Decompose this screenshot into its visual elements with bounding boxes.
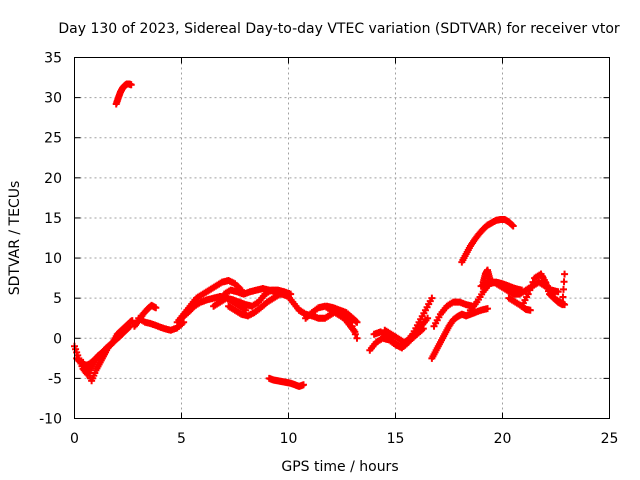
data-point: [554, 288, 562, 296]
data-point-interp: [526, 286, 534, 294]
y-axis-label: SDTVAR / TECUs: [7, 181, 23, 296]
series-arc-18: [381, 325, 427, 346]
data-point: [486, 274, 494, 282]
grid: [74, 57, 610, 419]
series-arc-21: [458, 216, 517, 266]
y-tick-label: 30: [44, 91, 62, 107]
series-arc-3: [79, 317, 136, 385]
y-tick-label: 15: [44, 211, 62, 227]
data-point: [424, 314, 432, 322]
data-point: [128, 317, 136, 325]
plot-frame: [74, 57, 610, 419]
series-arc-20: [430, 298, 477, 330]
data-point: [299, 381, 307, 389]
series-arc-15: [323, 302, 361, 326]
data-point: [419, 325, 427, 333]
data-point: [353, 334, 361, 342]
data-point: [351, 328, 359, 336]
y-tick-label: 5: [53, 291, 62, 307]
x-tick-label: 0: [70, 431, 79, 447]
data-point: [558, 301, 566, 309]
y-tick-label: 10: [44, 251, 62, 267]
data-point: [509, 222, 517, 230]
series-arc-19: [428, 305, 492, 362]
x-ticks: 0 5 10 15 20 25: [70, 57, 619, 447]
data-point: [484, 305, 492, 313]
y-tick-label: -5: [48, 371, 62, 387]
series-arc-8: [178, 293, 250, 322]
x-tick-label: 20: [494, 431, 512, 447]
y-tick-label: 25: [44, 131, 62, 147]
x-tick-label: 15: [387, 431, 405, 447]
data-point: [524, 290, 532, 298]
data-point: [127, 81, 135, 89]
data-point: [428, 294, 436, 302]
data-point-interp: [560, 278, 568, 286]
x-tick-label: 10: [280, 431, 298, 447]
y-tick-label: 0: [53, 331, 62, 347]
x-axis-label: GPS time / hours: [281, 459, 398, 475]
x-tick-label: 5: [177, 431, 186, 447]
data-point-interp: [527, 282, 535, 290]
data-points: [71, 80, 569, 390]
data-point-interp: [559, 293, 567, 301]
series-arc-12: [265, 374, 307, 390]
y-tick-label: 35: [44, 51, 62, 67]
data-point: [152, 304, 160, 312]
series-arc-27: [537, 270, 569, 309]
y-tick-label: -10: [39, 412, 62, 428]
y-ticks: -10 -5 0 5 10 15 20 25 30 35: [39, 51, 610, 428]
y-tick-label: 20: [44, 171, 62, 187]
data-point-interp: [529, 278, 537, 286]
data-point: [353, 318, 361, 326]
x-tick-label: 25: [601, 431, 619, 447]
series-arc-6: [130, 301, 160, 330]
chart-title: Day 130 of 2023, Sidereal Day-to-day VTE…: [58, 21, 620, 37]
series-arc-26: [518, 302, 534, 314]
data-point: [561, 270, 569, 278]
series-arc-4: [112, 80, 135, 108]
data-point-interp: [508, 221, 516, 229]
series-arc-24: [479, 266, 494, 286]
data-point-interp: [352, 317, 360, 325]
data-point: [526, 306, 534, 314]
data-point-interp: [559, 285, 567, 293]
